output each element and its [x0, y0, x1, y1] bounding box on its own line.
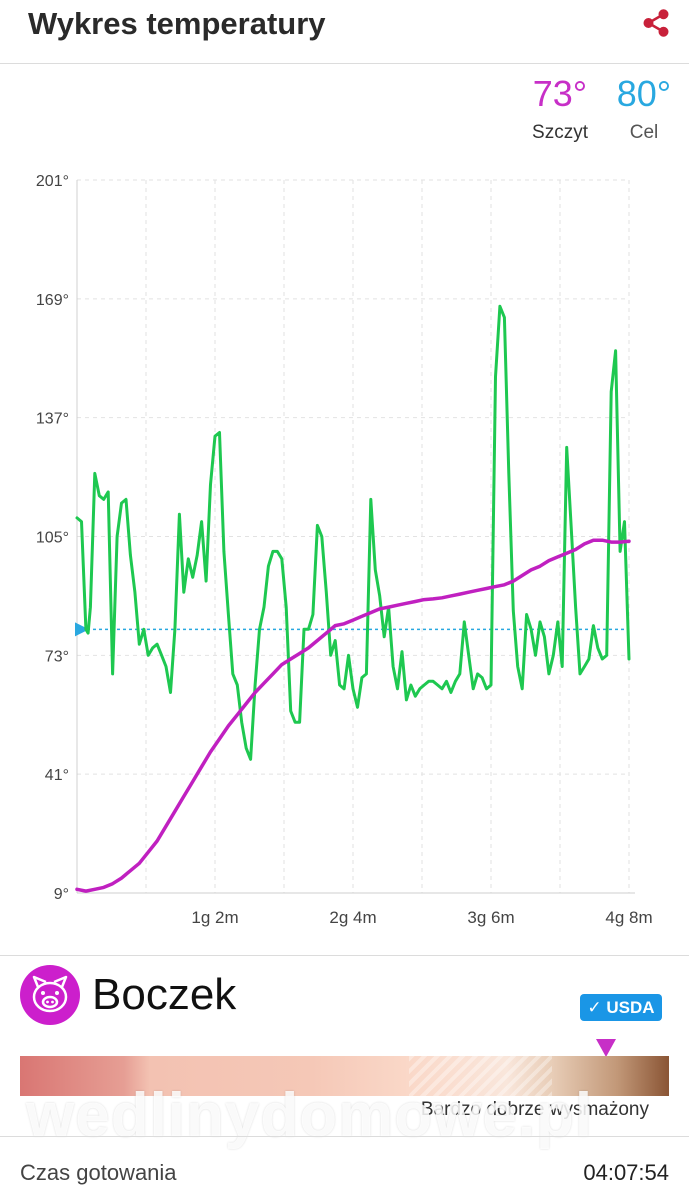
y-tick-label: 105° [36, 530, 69, 547]
target-temperature[interactable]: 80° Cel [604, 74, 684, 144]
usda-label: USDA [606, 998, 655, 1017]
temperature-chart: 9° 41° 73° 105° 137° 169° 201° 1g 2m 2g 4m 3g 6m 4… [36, 173, 653, 927]
watermark: wedlinydomowe.pl [26, 1081, 594, 1150]
page-title: Wykres temperatury [28, 6, 326, 41]
peak-value: 73° [532, 73, 588, 114]
y-tick-label: 73° [45, 648, 69, 665]
peak-label: Szczyt [532, 122, 588, 143]
target-marker-icon [75, 622, 89, 637]
doneness-label: Bardzo dobrze wysmażony [420, 1099, 649, 1120]
meat-name[interactable]: Boczek [92, 970, 237, 1019]
y-tick-label: 201° [36, 173, 69, 190]
peak-temperature: 73° Szczyt [520, 74, 600, 144]
doneness-stripes [409, 1056, 553, 1096]
target-value: 80° [616, 73, 672, 114]
x-tick-label: 3g 6m [467, 908, 514, 927]
y-tick-label: 9° [54, 886, 69, 903]
x-tick-label: 4g 8m [605, 908, 652, 927]
target-label: Cel [629, 122, 659, 143]
y-tick-label: 169° [36, 292, 69, 309]
doneness-bar [20, 1056, 669, 1096]
ambient-temperature-line [75, 304, 631, 761]
pig-icon[interactable] [20, 965, 80, 1025]
app-header: Wykres temperatury [0, 0, 689, 64]
y-tick-label: 41° [45, 767, 69, 784]
x-tick-label: 2g 4m [329, 908, 376, 927]
share-icon[interactable] [641, 8, 671, 38]
y-tick-label: 137° [36, 411, 69, 428]
internal-temperature-line [75, 538, 631, 893]
divider [0, 955, 689, 956]
usda-badge[interactable]: ✓ USDA [580, 994, 662, 1021]
check-icon: ✓ [587, 998, 602, 1017]
cook-time-label: Czas gotowania [20, 1160, 177, 1185]
x-tick-label: 1g 2m [191, 908, 238, 927]
divider [0, 1136, 689, 1137]
cook-time-value: 04:07:54 [583, 1160, 669, 1185]
doneness-marker-icon [596, 1039, 617, 1057]
